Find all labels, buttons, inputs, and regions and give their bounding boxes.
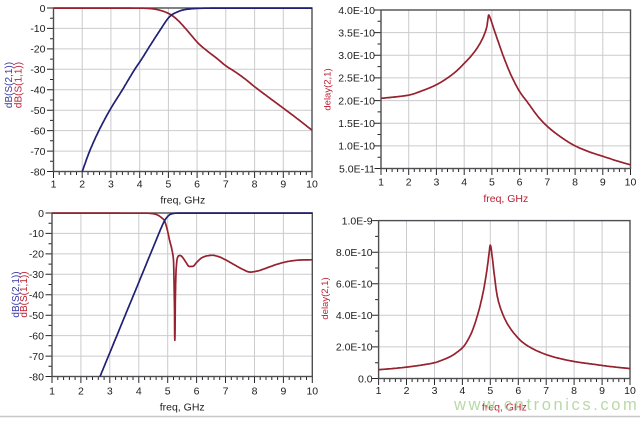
svg-text:4.0E-10: 4.0E-10: [338, 5, 375, 17]
svg-text:freq, GHz: freq, GHz: [482, 401, 527, 413]
svg-text:1: 1: [49, 386, 55, 398]
svg-text:7: 7: [543, 385, 549, 397]
svg-text:3: 3: [108, 179, 114, 191]
svg-text:10: 10: [306, 386, 318, 398]
svg-text:2: 2: [78, 386, 84, 398]
svg-text:delay(2,1): delay(2,1): [323, 68, 334, 110]
svg-text:0: 0: [40, 3, 46, 15]
svg-text:8: 8: [572, 177, 578, 189]
svg-text:9: 9: [599, 385, 605, 397]
svg-text:3: 3: [432, 385, 438, 397]
svg-text:3: 3: [107, 386, 113, 398]
svg-text:8: 8: [252, 179, 258, 191]
svg-text:2: 2: [79, 179, 85, 191]
svg-text:1: 1: [376, 385, 382, 397]
svg-text:5: 5: [489, 177, 495, 189]
svg-text:0: 0: [38, 208, 44, 220]
svg-text:-40: -40: [29, 290, 44, 302]
svg-text:-80: -80: [29, 371, 44, 383]
svg-text:dB(S(2,1)): dB(S(2,1)): [4, 62, 15, 108]
svg-text:-40: -40: [30, 85, 45, 97]
svg-text:6: 6: [515, 385, 521, 397]
svg-text:1: 1: [378, 177, 384, 189]
svg-text:6: 6: [194, 179, 200, 191]
svg-text:4: 4: [137, 179, 143, 191]
svg-text:8: 8: [252, 386, 258, 398]
svg-text:dB(S(1,1)): dB(S(1,1)): [19, 271, 30, 317]
svg-text:1: 1: [51, 179, 57, 191]
svg-text:2: 2: [404, 385, 410, 397]
svg-text:0.0: 0.0: [358, 373, 373, 385]
svg-text:-60: -60: [30, 125, 45, 137]
svg-text:7: 7: [223, 179, 229, 191]
svg-text:4.0E-10: 4.0E-10: [336, 310, 373, 322]
svg-text:4: 4: [136, 386, 142, 398]
svg-text:10: 10: [624, 385, 636, 397]
svg-text:-70: -70: [29, 351, 44, 363]
svg-text:5: 5: [487, 385, 493, 397]
svg-text:5.0E-11: 5.0E-11: [339, 163, 375, 175]
svg-text:2.0E-10: 2.0E-10: [336, 342, 373, 354]
svg-text:dB(S(1,1)): dB(S(1,1)): [14, 62, 25, 108]
svg-text:2.0E-10: 2.0E-10: [338, 95, 375, 107]
svg-text:-20: -20: [29, 249, 44, 261]
svg-text:5: 5: [165, 386, 171, 398]
svg-text:1.0E-9: 1.0E-9: [342, 215, 373, 227]
svg-text:-70: -70: [30, 146, 45, 158]
svg-text:2.5E-10: 2.5E-10: [338, 73, 375, 85]
svg-text:9: 9: [280, 386, 286, 398]
svg-text:-50: -50: [30, 105, 45, 117]
svg-text:3.0E-10: 3.0E-10: [338, 50, 375, 62]
svg-text:8.0E-10: 8.0E-10: [336, 247, 373, 259]
svg-text:7: 7: [544, 177, 550, 189]
svg-text:9: 9: [280, 179, 286, 191]
svg-text:-20: -20: [30, 44, 45, 56]
svg-text:freq, GHz: freq, GHz: [160, 401, 205, 413]
svg-text:4: 4: [461, 177, 467, 189]
svg-text:6: 6: [194, 386, 200, 398]
svg-text:8: 8: [571, 385, 577, 397]
svg-text:-80: -80: [30, 166, 45, 178]
svg-text:-10: -10: [30, 23, 45, 35]
svg-text:9: 9: [600, 177, 606, 189]
svg-text:1.0E-10: 1.0E-10: [338, 141, 375, 153]
svg-text:7: 7: [223, 386, 229, 398]
svg-text:3.5E-10: 3.5E-10: [338, 27, 375, 39]
svg-text:4: 4: [459, 385, 465, 397]
svg-text:6: 6: [517, 177, 523, 189]
svg-text:6.0E-10: 6.0E-10: [336, 279, 373, 291]
svg-text:3: 3: [433, 177, 439, 189]
svg-text:-30: -30: [30, 64, 45, 76]
svg-text:freq, GHz: freq, GHz: [160, 194, 205, 206]
svg-text:-30: -30: [29, 269, 44, 281]
svg-text:10: 10: [625, 177, 637, 189]
svg-text:freq, GHz: freq, GHz: [483, 193, 528, 205]
svg-text:-10: -10: [29, 228, 44, 240]
svg-text:1.5E-10: 1.5E-10: [338, 118, 375, 130]
svg-text:delay(2,1): delay(2,1): [320, 277, 331, 319]
svg-text:10: 10: [306, 179, 318, 191]
svg-text:-50: -50: [29, 310, 44, 322]
svg-text:-60: -60: [29, 330, 44, 342]
svg-text:2: 2: [406, 177, 412, 189]
svg-text:dB(S(2,1)): dB(S(2,1)): [11, 271, 22, 317]
svg-text:5: 5: [165, 179, 171, 191]
svg-text:www.cntronics.com: www.cntronics.com: [453, 396, 639, 414]
